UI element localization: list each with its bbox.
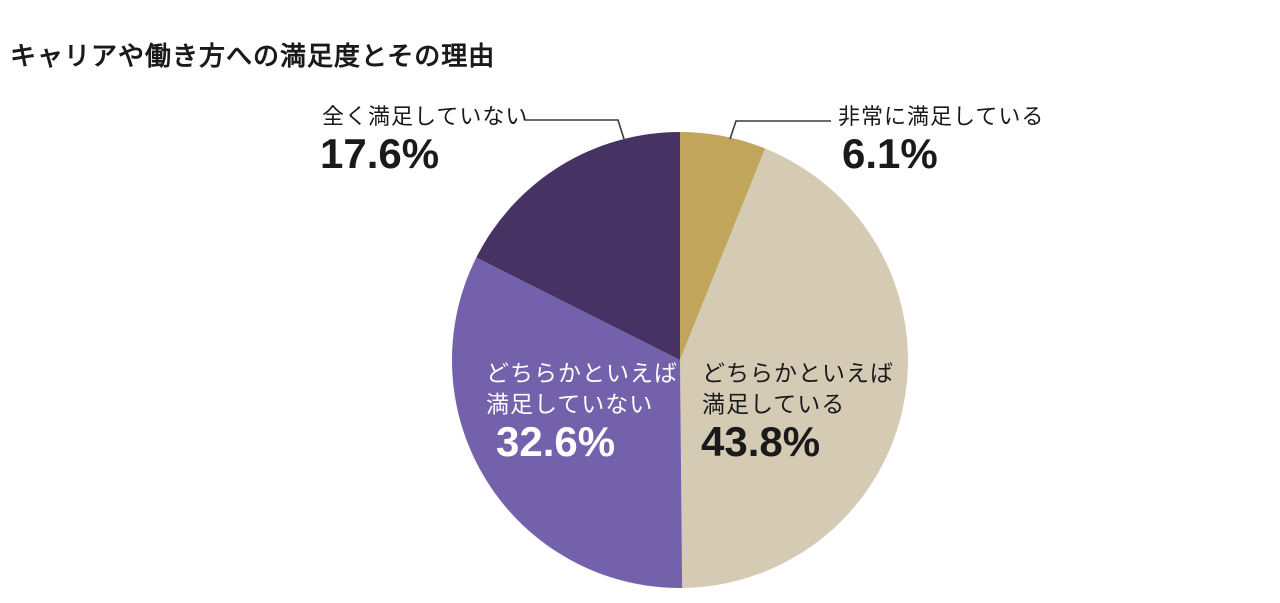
callout-value-very-satisfied: 6.1%	[842, 130, 938, 177]
callout-value-not-satisfied: 17.6%	[320, 130, 440, 177]
callout-label-very-satisfied: 非常に満足している	[838, 104, 1045, 129]
callout-label-not-satisfied: 全く満足していない	[322, 104, 529, 129]
pie-slice-2	[452, 257, 683, 589]
pie-slice-3	[476, 132, 680, 360]
slice-label-line2: 満足している	[702, 391, 846, 417]
slice-value-somewhat-unsatisfied: 32.6%	[496, 418, 616, 465]
pie-slice-1	[680, 148, 908, 588]
slice-label-somewhat-satisfied: どちらかといえば 満足している	[702, 358, 894, 420]
slice-label-line2: 満足していない	[486, 391, 654, 417]
slice-label-somewhat-unsatisfied: どちらかといえば 満足していない	[486, 358, 678, 420]
slice-label-line1: どちらかといえば	[702, 360, 894, 386]
slice-label-line1: どちらかといえば	[486, 360, 678, 386]
chart-title: キャリアや働き方への満足度とその理由	[10, 41, 496, 71]
slice-value-somewhat-satisfied: 43.8%	[701, 418, 821, 465]
pie	[452, 132, 908, 589]
leader-line-left	[525, 119, 625, 140]
leader-line-right	[729, 120, 831, 140]
pie-slice-0	[680, 132, 766, 360]
